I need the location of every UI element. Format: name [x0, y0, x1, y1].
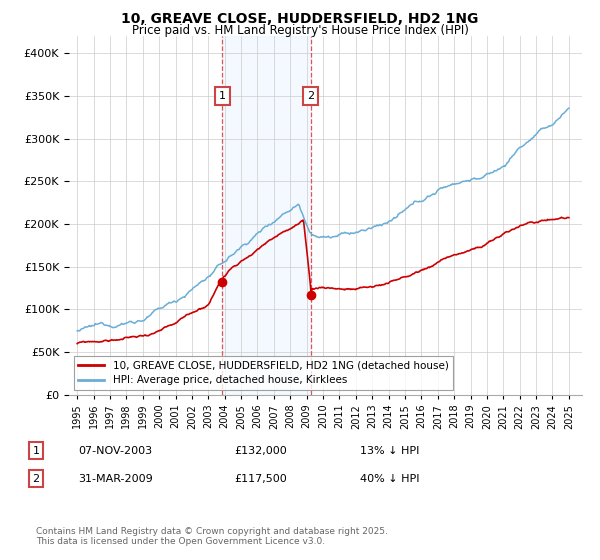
- Legend: 10, GREAVE CLOSE, HUDDERSFIELD, HD2 1NG (detached house), HPI: Average price, de: 10, GREAVE CLOSE, HUDDERSFIELD, HD2 1NG …: [74, 356, 453, 390]
- Text: 31-MAR-2009: 31-MAR-2009: [78, 474, 153, 484]
- Text: 2: 2: [307, 91, 314, 101]
- Text: Price paid vs. HM Land Registry's House Price Index (HPI): Price paid vs. HM Land Registry's House …: [131, 24, 469, 36]
- Text: 1: 1: [32, 446, 40, 456]
- Bar: [222, 36, 311, 395]
- Text: £132,000: £132,000: [234, 446, 287, 456]
- Text: 07-NOV-2003: 07-NOV-2003: [78, 446, 152, 456]
- Text: 40% ↓ HPI: 40% ↓ HPI: [360, 474, 419, 484]
- Text: 1: 1: [219, 91, 226, 101]
- Text: 10, GREAVE CLOSE, HUDDERSFIELD, HD2 1NG: 10, GREAVE CLOSE, HUDDERSFIELD, HD2 1NG: [121, 12, 479, 26]
- Text: Contains HM Land Registry data © Crown copyright and database right 2025.
This d: Contains HM Land Registry data © Crown c…: [36, 526, 388, 546]
- Text: 2: 2: [32, 474, 40, 484]
- Text: £117,500: £117,500: [234, 474, 287, 484]
- Text: 13% ↓ HPI: 13% ↓ HPI: [360, 446, 419, 456]
